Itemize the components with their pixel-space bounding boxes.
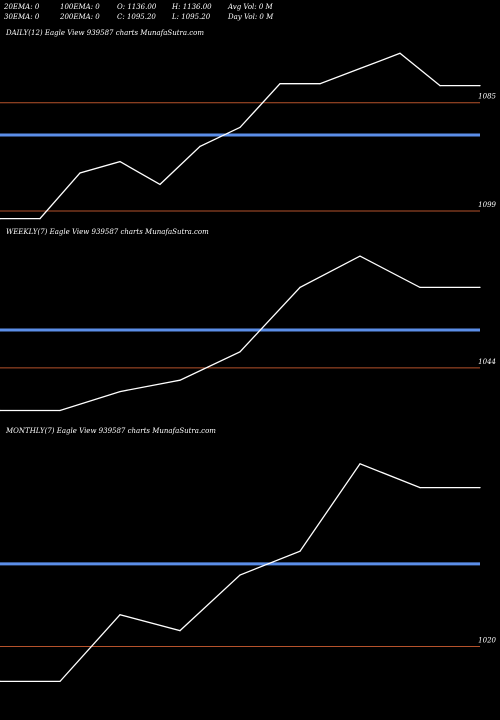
stat-200ema: 200EMA: 0 bbox=[60, 13, 100, 21]
stat-open: O: 1136.00 bbox=[117, 3, 157, 11]
daily-y-tick-label: 1085 bbox=[478, 93, 496, 101]
weekly-y-tick-label: 1044 bbox=[478, 358, 496, 366]
weekly-price-point bbox=[419, 286, 421, 288]
daily-price-point bbox=[479, 85, 481, 87]
monthly-price-point bbox=[479, 487, 481, 489]
stat-close: C: 1095.20 bbox=[117, 13, 156, 21]
weekly-price-point bbox=[299, 286, 301, 288]
daily-price-point bbox=[119, 161, 121, 163]
daily-y-tick-label: 1099 bbox=[478, 201, 496, 209]
monthly-price-point bbox=[59, 680, 61, 683]
daily-price-point bbox=[159, 183, 161, 185]
daily-price-point bbox=[79, 172, 81, 174]
daily-price-point bbox=[199, 145, 201, 147]
daily-price-point bbox=[319, 83, 321, 85]
daily-panel-label: DAILY(12) Eagle View 939587 charts Munaf… bbox=[6, 29, 205, 37]
weekly-price-point bbox=[179, 379, 181, 381]
monthly-price-point bbox=[119, 614, 121, 616]
daily-price-point bbox=[399, 52, 401, 54]
monthly-panel-label: MONTHLY(7) Eagle View 939587 charts Muna… bbox=[6, 427, 216, 435]
stat-avg-vol: Avg Vol: 0 M bbox=[228, 3, 273, 11]
monthly-price-point bbox=[419, 487, 421, 489]
monthly-price-line bbox=[0, 463, 480, 683]
stat-high: H: 1136.00 bbox=[172, 3, 212, 11]
stat-day-vol: Day Vol: 0 M bbox=[228, 13, 274, 21]
weekly-price-line bbox=[0, 255, 480, 412]
monthly-y-tick-label: 1020 bbox=[478, 636, 496, 644]
weekly-price-point bbox=[119, 390, 121, 393]
stat-30ema: 30EMA: 0 bbox=[4, 13, 40, 21]
daily-price-point bbox=[39, 218, 41, 220]
monthly-price-point bbox=[239, 574, 241, 576]
weekly-panel-label: WEEKLY(7) Eagle View 939587 charts Munaf… bbox=[6, 228, 209, 236]
monthly-price-point bbox=[299, 550, 301, 552]
weekly-price-point bbox=[0, 409, 1, 412]
daily-price-point bbox=[439, 85, 441, 87]
weekly-price-point bbox=[239, 351, 241, 353]
daily-price-point bbox=[239, 126, 241, 128]
monthly-price-point bbox=[0, 680, 1, 683]
weekly-price-point bbox=[59, 409, 61, 412]
stat-20ema: 20EMA: 0 bbox=[4, 3, 40, 11]
weekly-price-point bbox=[359, 255, 361, 257]
daily-price-point bbox=[359, 67, 361, 70]
daily-price-point bbox=[0, 218, 1, 220]
stat-100ema: 100EMA: 0 bbox=[60, 3, 100, 11]
monthly-price-point bbox=[359, 463, 361, 465]
monthly-price-point bbox=[179, 629, 181, 632]
daily-price-point bbox=[279, 83, 281, 85]
stat-low: L: 1095.20 bbox=[172, 13, 211, 21]
weekly-price-point bbox=[479, 286, 481, 288]
